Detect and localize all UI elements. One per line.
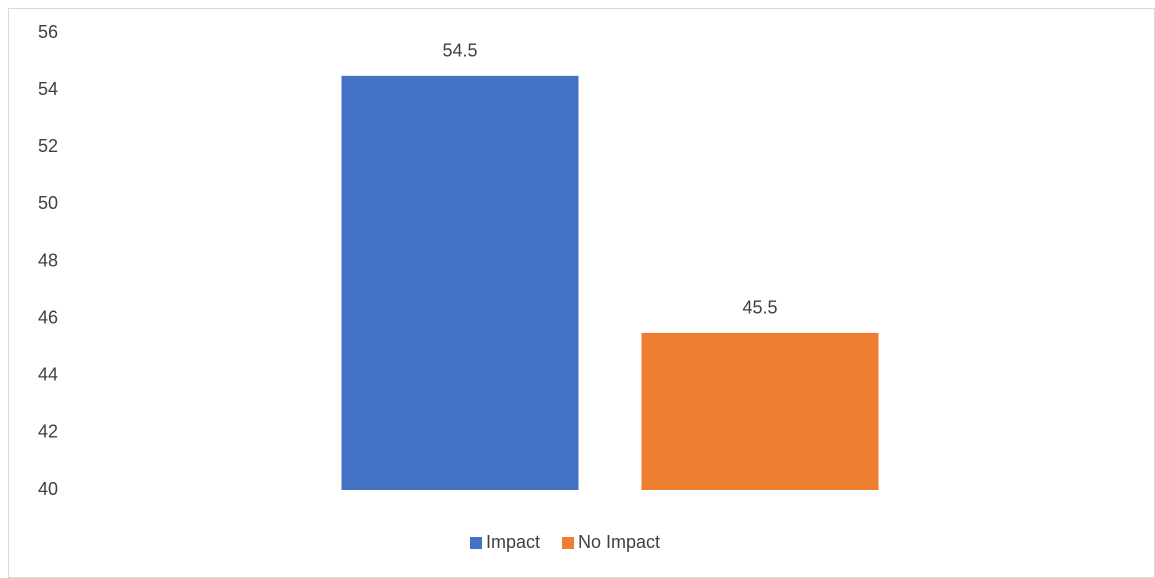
y-tick-label: 44 (38, 365, 58, 385)
y-tick-label: 48 (38, 250, 58, 270)
y-tick-label: 54 (38, 79, 58, 99)
data-label: 54.5 (442, 41, 477, 61)
bar (641, 332, 879, 490)
y-tick-label: 52 (38, 136, 58, 156)
y-tick-label: 46 (38, 307, 58, 327)
legend-swatch (562, 537, 575, 549)
y-tick-label: 42 (38, 422, 58, 442)
y-tick-label: 40 (38, 479, 58, 499)
bar (341, 75, 579, 490)
legend-label: No Impact (578, 532, 660, 552)
y-tick-label: 56 (38, 22, 58, 42)
legend-swatch (470, 537, 482, 549)
legend-label: Impact (486, 532, 540, 552)
data-label: 45.5 (742, 298, 777, 318)
chart-border (8, 8, 1155, 578)
y-tick-label: 50 (38, 193, 58, 213)
